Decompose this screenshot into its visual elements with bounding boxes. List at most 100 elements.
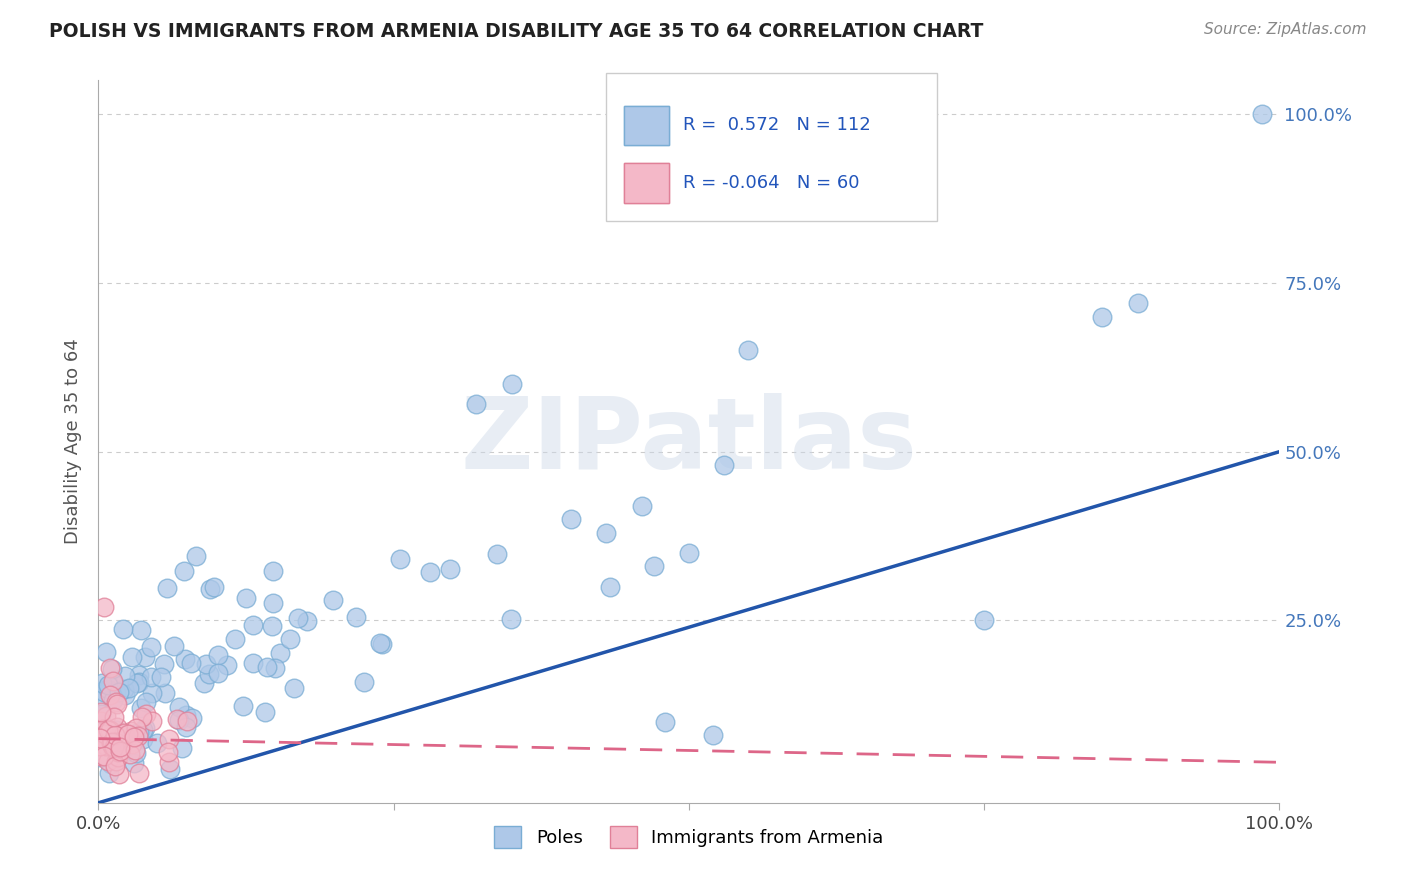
FancyBboxPatch shape xyxy=(624,105,669,145)
Point xyxy=(159,762,181,776)
Point xyxy=(262,596,284,610)
Point xyxy=(97,740,120,755)
Point xyxy=(465,397,488,411)
Point xyxy=(1126,296,1149,310)
Point xyxy=(145,736,167,750)
Point xyxy=(224,632,246,647)
Text: R = -0.064   N = 60: R = -0.064 N = 60 xyxy=(683,174,859,192)
Point xyxy=(202,580,225,594)
Point xyxy=(262,564,284,578)
Point xyxy=(93,599,115,614)
Point xyxy=(105,735,128,749)
Point xyxy=(172,740,194,755)
Point xyxy=(131,732,153,747)
Point xyxy=(97,682,120,697)
Point xyxy=(713,458,735,472)
Point xyxy=(97,755,120,769)
Point xyxy=(128,674,150,689)
Point xyxy=(973,614,995,628)
Point xyxy=(141,685,163,699)
Point xyxy=(94,739,117,754)
Point xyxy=(93,683,115,698)
Point xyxy=(499,612,522,626)
Point xyxy=(112,725,135,739)
Point xyxy=(89,739,111,753)
Point xyxy=(198,667,221,681)
Point xyxy=(263,661,285,675)
Point xyxy=(89,748,111,763)
Point xyxy=(91,676,114,690)
Point xyxy=(105,694,128,708)
Text: POLISH VS IMMIGRANTS FROM ARMENIA DISABILITY AGE 35 TO 64 CORRELATION CHART: POLISH VS IMMIGRANTS FROM ARMENIA DISABI… xyxy=(49,22,984,41)
Point xyxy=(118,747,141,761)
Point xyxy=(195,657,218,671)
Point xyxy=(439,562,461,576)
Point xyxy=(134,649,156,664)
Point xyxy=(131,710,153,724)
Point xyxy=(388,552,411,566)
Point xyxy=(353,674,375,689)
Point xyxy=(174,720,197,734)
Point xyxy=(112,682,135,697)
Point xyxy=(139,640,162,654)
Point xyxy=(110,738,132,752)
Point xyxy=(121,737,143,751)
Y-axis label: Disability Age 35 to 64: Disability Age 35 to 64 xyxy=(65,339,83,544)
Point xyxy=(105,697,128,711)
Point xyxy=(167,699,190,714)
Point xyxy=(121,650,143,665)
Point xyxy=(108,685,131,699)
Point xyxy=(678,546,700,560)
Point xyxy=(101,739,124,754)
Point xyxy=(117,727,139,741)
Point xyxy=(485,547,508,561)
Point xyxy=(135,695,157,709)
Point xyxy=(215,657,238,672)
Point xyxy=(176,714,198,728)
Text: R =  0.572   N = 112: R = 0.572 N = 112 xyxy=(683,116,870,134)
Point xyxy=(91,722,114,736)
Point xyxy=(207,648,229,662)
Point xyxy=(1091,310,1114,324)
Point xyxy=(173,564,195,578)
Point xyxy=(110,739,132,754)
Point xyxy=(139,670,162,684)
Point xyxy=(560,512,582,526)
Point xyxy=(235,591,257,605)
Point xyxy=(98,723,121,737)
Text: ZIPatlas: ZIPatlas xyxy=(461,393,917,490)
Point xyxy=(105,723,128,737)
Point xyxy=(207,666,229,681)
Point xyxy=(125,721,148,735)
Point xyxy=(198,582,221,596)
Point xyxy=(128,725,150,739)
Point xyxy=(110,743,132,757)
Point xyxy=(101,663,124,677)
FancyBboxPatch shape xyxy=(624,105,669,145)
Point xyxy=(118,681,141,696)
Point xyxy=(737,343,759,358)
Point xyxy=(107,750,129,764)
Point xyxy=(122,731,145,745)
Point xyxy=(96,729,118,743)
Point xyxy=(94,727,117,741)
Point xyxy=(94,708,117,723)
Point xyxy=(104,728,127,742)
Point xyxy=(630,499,652,513)
Point xyxy=(141,714,163,729)
Point xyxy=(101,735,124,749)
Point xyxy=(100,736,122,750)
Point xyxy=(232,698,254,713)
Point xyxy=(90,705,112,719)
Point xyxy=(180,656,202,670)
Point xyxy=(166,712,188,726)
Point xyxy=(368,635,391,649)
Point xyxy=(157,731,180,746)
FancyBboxPatch shape xyxy=(624,163,669,203)
Point xyxy=(135,707,157,722)
Point xyxy=(101,674,124,689)
Point xyxy=(111,623,134,637)
Point xyxy=(283,681,305,696)
Point xyxy=(269,646,291,660)
Point xyxy=(193,675,215,690)
